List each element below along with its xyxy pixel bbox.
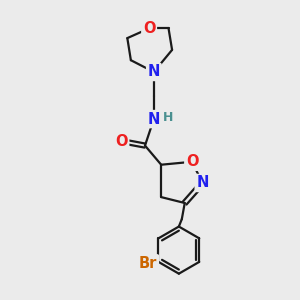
Text: O: O [115, 134, 128, 149]
Text: N: N [196, 176, 208, 190]
Text: O: O [143, 21, 155, 36]
Text: H: H [163, 111, 173, 124]
Text: N: N [148, 64, 160, 80]
Text: N: N [148, 112, 160, 127]
Text: Br: Br [139, 256, 157, 271]
Text: O: O [186, 154, 198, 169]
